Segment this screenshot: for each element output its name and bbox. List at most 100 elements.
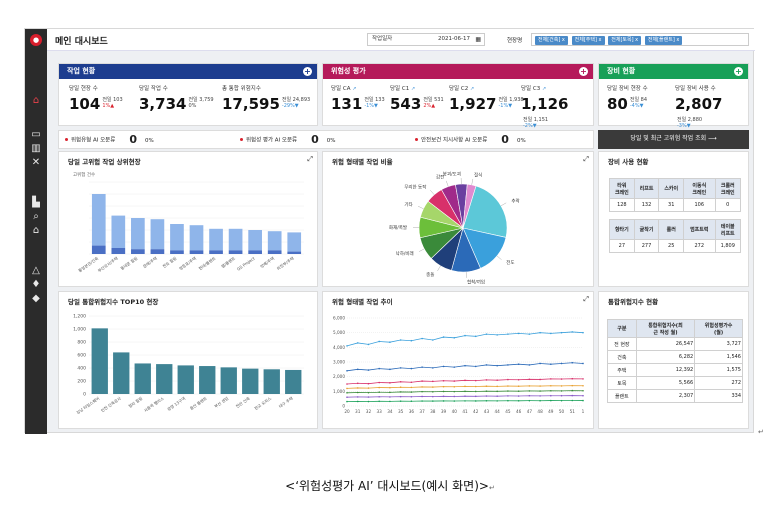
data-point xyxy=(507,385,509,387)
x-tick-label: 43 xyxy=(484,409,490,414)
top10-panel: 당일 통합위험지수 TOP10 현장 0 200 400 600 800 1,000 1,2… xyxy=(58,291,318,429)
data-point xyxy=(346,370,348,372)
leader-line xyxy=(430,190,435,195)
tools-icon[interactable]: ✕ xyxy=(31,157,41,168)
data-point xyxy=(485,364,488,366)
return-mark: ↵ xyxy=(758,428,764,436)
x-tick-label: 39 xyxy=(441,409,447,414)
table-cell: 2,307 xyxy=(635,389,696,403)
figure-caption: <‘위험성평가 AI’ 대시보드(예시 화면)>↵ xyxy=(285,479,495,493)
y-tick-label: 0 xyxy=(342,404,345,409)
data-point xyxy=(485,333,488,335)
data-point xyxy=(550,332,552,335)
data-point xyxy=(378,395,380,398)
table-cell: 주택 xyxy=(607,363,637,377)
equipment-status-header: 장비 현황 + xyxy=(599,64,748,79)
lookup-high-risk-button[interactable]: 당일 및 최근 고위험 작업 조회 ⟶ xyxy=(598,130,749,149)
x-tick-label: 38 xyxy=(430,409,436,414)
data-point xyxy=(496,400,498,402)
x-tick-label: 31 xyxy=(355,409,361,414)
site-select[interactable]: 전체[건축] x 전체[주택] x 전체[토목] x 전체[플랜트] x xyxy=(531,33,749,46)
equip-usage-title: 장비 사용 현황 xyxy=(608,158,649,166)
data-point xyxy=(346,383,348,385)
site-chip-civil[interactable]: 전체[토목] x xyxy=(608,36,642,45)
data-point xyxy=(560,394,563,397)
leader-line xyxy=(471,178,474,185)
expand-icon[interactable]: ⤢ xyxy=(307,155,313,163)
bell-icon[interactable]: ♦ xyxy=(31,279,41,290)
table-cell: 128 xyxy=(609,198,635,212)
search-icon[interactable]: ⌕ xyxy=(33,211,39,222)
table-row: 건축 6,282 1,546 xyxy=(607,350,743,364)
top-bar: 메인 대시보드 작업일자 2021-06-17 ▦ 현장명 전체[건축] x 전… xyxy=(47,29,755,51)
chart-icon[interactable]: ▥ xyxy=(31,143,41,154)
table-cell: 덤프트럭 xyxy=(683,219,716,240)
building-icon[interactable]: ▙ xyxy=(32,197,40,208)
data-point xyxy=(389,391,391,394)
risk-type-title: 위험 형태별 작업 비율 xyxy=(332,158,393,166)
expand-icon[interactable]: ⤢ xyxy=(583,155,589,163)
data-point xyxy=(367,387,370,389)
stat-c1: 당일 C1 ↗ 543 전일 531 2%▲ xyxy=(390,86,444,113)
data-point xyxy=(539,395,541,397)
data-point xyxy=(410,367,413,370)
bar xyxy=(285,369,302,394)
ai-error-row: 위험유형 AI 오분류 0 0% 위험성 평가 AI 오분류 0 0% 안전보건 지시사… xyxy=(58,130,594,149)
data-point xyxy=(571,394,574,397)
data-point xyxy=(560,378,563,380)
index-status-title: 통합위험지수 현황 xyxy=(608,298,659,306)
plus-icon[interactable]: + xyxy=(303,67,312,76)
table-row: 토목 5,566 272 xyxy=(607,376,743,390)
plus-icon[interactable]: + xyxy=(579,67,588,76)
site-chip-plant[interactable]: 전체[플랜트] x xyxy=(644,36,683,45)
table-cell: 0 xyxy=(714,198,741,212)
y-tick-label: 5,000 xyxy=(333,330,345,335)
bar-segment xyxy=(170,250,184,254)
data-point xyxy=(560,390,563,392)
y-axis-label: 고위험 건수 xyxy=(73,171,95,178)
slice-label: 기타 xyxy=(404,201,413,208)
data-point xyxy=(399,339,402,341)
site-chip-building[interactable]: 전체[건축] x xyxy=(535,36,568,45)
data-point xyxy=(442,379,445,382)
site-chip-housing[interactable]: 전체[주택] x xyxy=(571,36,605,45)
data-point xyxy=(582,394,584,397)
warning-icon[interactable]: △ xyxy=(32,265,40,276)
x-tick-label: 35 xyxy=(398,409,404,414)
date-field[interactable]: 작업일자 2021-06-17 ▦ xyxy=(367,33,485,46)
y-tick-label: 6,000 xyxy=(333,316,345,321)
bar xyxy=(242,368,259,394)
data-point xyxy=(507,333,509,335)
x-tick-label: 통영본관/건축 xyxy=(77,255,100,274)
calendar-icon[interactable]: ▦ xyxy=(475,36,481,43)
leader-line xyxy=(446,180,449,187)
table-cell: 5,566 xyxy=(635,376,696,390)
data-point xyxy=(528,385,531,387)
data-point xyxy=(389,341,391,343)
home-icon[interactable]: ⌂ xyxy=(32,95,40,106)
x-tick-label: 50 xyxy=(559,409,565,414)
bar-segment xyxy=(287,251,302,254)
bar-segment xyxy=(189,250,204,254)
x-tick-label: 광명 13구역 xyxy=(166,395,187,412)
expand-icon[interactable]: ⤢ xyxy=(583,295,589,303)
plus-icon[interactable]: + xyxy=(734,67,743,76)
x-tick-label: 32 xyxy=(366,409,372,414)
shield-icon[interactable]: ◆ xyxy=(32,293,40,304)
data-point xyxy=(560,399,563,402)
leader-line xyxy=(496,255,502,260)
bank-icon[interactable]: ⌂ xyxy=(32,225,40,236)
ai-error-instruction: 안전보건 지시사항 AI 오분류 0 0% xyxy=(409,131,526,150)
bar-segment xyxy=(267,250,282,254)
data-point xyxy=(432,386,434,388)
equip-usage-panel: 장비 사용 현황 타워 크레인 리프트 스카이 이동식 크레인 크롤러 크레인 128 13… xyxy=(598,151,749,287)
bar-segment xyxy=(248,250,262,254)
sidebar: ● ⌂ ▭ ▥ ✕ ▙ ⌕ ⌂ △ ♦ ◆ xyxy=(25,29,47,434)
bar xyxy=(91,328,108,394)
data-point xyxy=(399,400,402,402)
equip-usage-table: 타워 크레인 리프트 스카이 이동식 크레인 크롤러 크레인 128 132 31 106 0 항타… xyxy=(609,178,741,253)
monitor-icon[interactable]: ▭ xyxy=(31,129,41,140)
slice-label: 붕괴/도괴 xyxy=(443,171,461,178)
y-tick-label: 600 xyxy=(77,353,86,359)
